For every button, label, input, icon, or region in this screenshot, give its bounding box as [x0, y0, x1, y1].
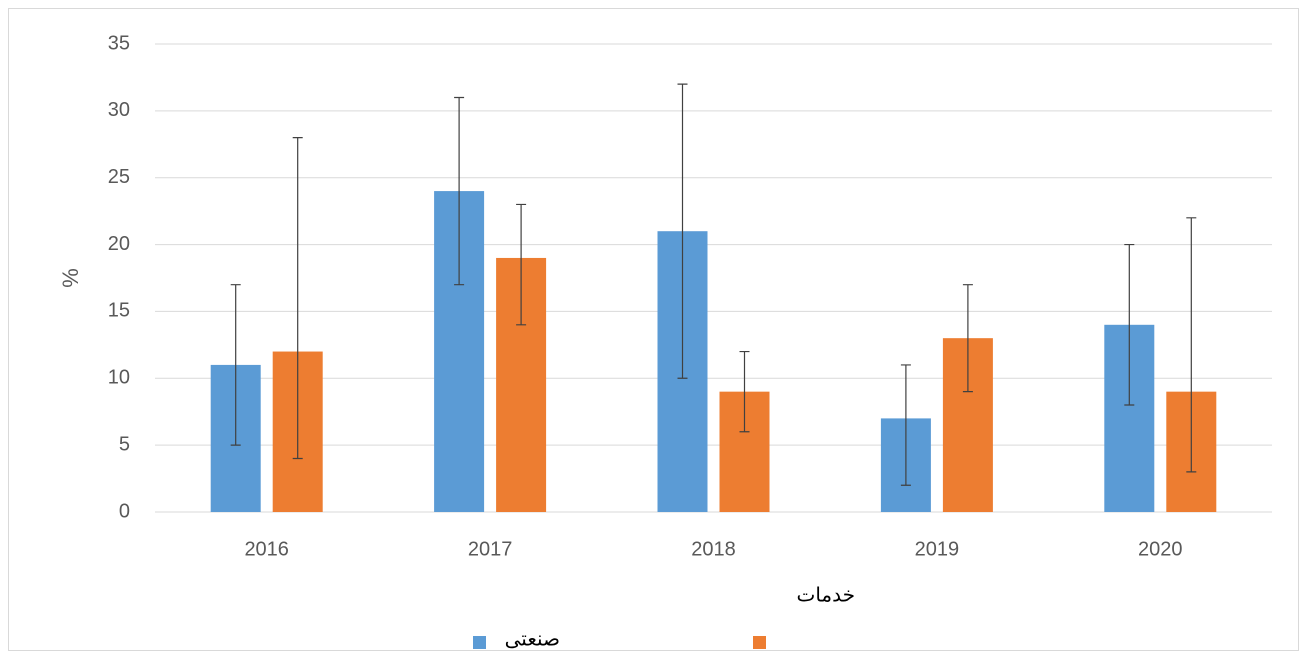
error-bar	[230, 284, 241, 446]
x-tick-label: 2020	[1138, 538, 1183, 560]
error-bar	[739, 350, 750, 433]
legend-swatch	[473, 636, 486, 649]
y-tick-label: 35	[108, 32, 130, 54]
error-bar	[516, 203, 527, 326]
error-bar	[1124, 243, 1135, 406]
y-tick-label: 0	[119, 500, 130, 522]
y-tick-label: 20	[108, 233, 130, 255]
error-bar	[454, 96, 465, 286]
x-tick-label: 2016	[244, 538, 289, 560]
y-axis-label: %	[58, 268, 83, 288]
error-bar	[1186, 217, 1197, 473]
x-tick-label: 2018	[691, 538, 736, 560]
y-tick-label: 15	[108, 300, 130, 322]
y-tick-label: 25	[108, 166, 130, 188]
chart-border	[8, 8, 1299, 651]
error-bar	[677, 83, 688, 379]
y-tick-label: 10	[108, 367, 130, 389]
error-bar	[962, 284, 973, 393]
legend-label: خدمات	[797, 584, 856, 606]
x-tick-label: 2019	[915, 538, 960, 560]
y-tick-label: 30	[108, 99, 130, 121]
error-bar	[900, 364, 911, 486]
legend-label: صنعتی	[505, 628, 560, 650]
error-bar	[292, 137, 303, 460]
x-tick-label: 2017	[468, 538, 513, 560]
y-tick-label: 5	[119, 433, 130, 455]
legend-swatch	[753, 636, 766, 649]
